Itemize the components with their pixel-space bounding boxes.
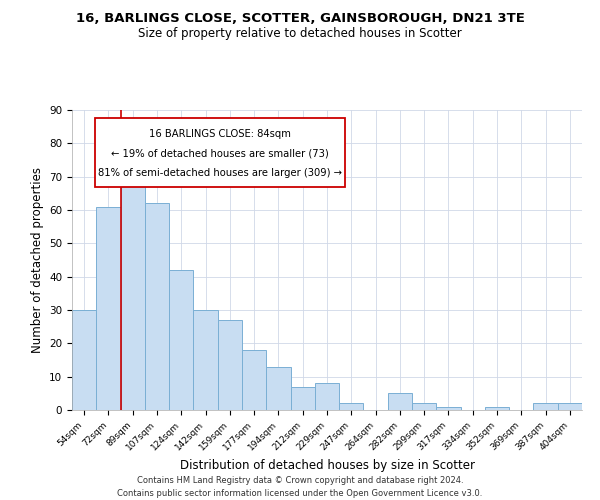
- Bar: [96, 206, 121, 410]
- Text: ← 19% of detached houses are smaller (73): ← 19% of detached houses are smaller (73…: [111, 148, 329, 158]
- Bar: [72, 310, 96, 410]
- Bar: [121, 156, 145, 410]
- Bar: [169, 270, 193, 410]
- Bar: [558, 404, 582, 410]
- Bar: [193, 310, 218, 410]
- Bar: [339, 404, 364, 410]
- Bar: [266, 366, 290, 410]
- X-axis label: Distribution of detached houses by size in Scotter: Distribution of detached houses by size …: [179, 459, 475, 472]
- Text: 16, BARLINGS CLOSE, SCOTTER, GAINSBOROUGH, DN21 3TE: 16, BARLINGS CLOSE, SCOTTER, GAINSBOROUG…: [76, 12, 524, 26]
- Bar: [218, 320, 242, 410]
- Y-axis label: Number of detached properties: Number of detached properties: [31, 167, 44, 353]
- Text: 81% of semi-detached houses are larger (309) →: 81% of semi-detached houses are larger (…: [98, 168, 342, 178]
- Bar: [485, 406, 509, 410]
- Bar: [436, 406, 461, 410]
- Text: Contains HM Land Registry data © Crown copyright and database right 2024.
Contai: Contains HM Land Registry data © Crown c…: [118, 476, 482, 498]
- Text: 16 BARLINGS CLOSE: 84sqm: 16 BARLINGS CLOSE: 84sqm: [149, 128, 291, 138]
- FancyBboxPatch shape: [95, 118, 345, 186]
- Bar: [533, 404, 558, 410]
- Text: Size of property relative to detached houses in Scotter: Size of property relative to detached ho…: [138, 28, 462, 40]
- Bar: [145, 204, 169, 410]
- Bar: [388, 394, 412, 410]
- Bar: [315, 384, 339, 410]
- Bar: [242, 350, 266, 410]
- Bar: [412, 404, 436, 410]
- Bar: [290, 386, 315, 410]
